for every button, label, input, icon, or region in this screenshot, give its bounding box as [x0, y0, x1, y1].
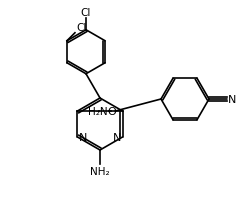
- Text: Cl: Cl: [81, 8, 91, 18]
- Text: N: N: [113, 132, 122, 142]
- Text: O: O: [107, 107, 116, 116]
- Text: H₂N: H₂N: [88, 107, 108, 116]
- Text: NH₂: NH₂: [90, 166, 110, 176]
- Text: Cl: Cl: [76, 23, 86, 33]
- Text: N: N: [78, 132, 87, 142]
- Text: N: N: [228, 95, 236, 104]
